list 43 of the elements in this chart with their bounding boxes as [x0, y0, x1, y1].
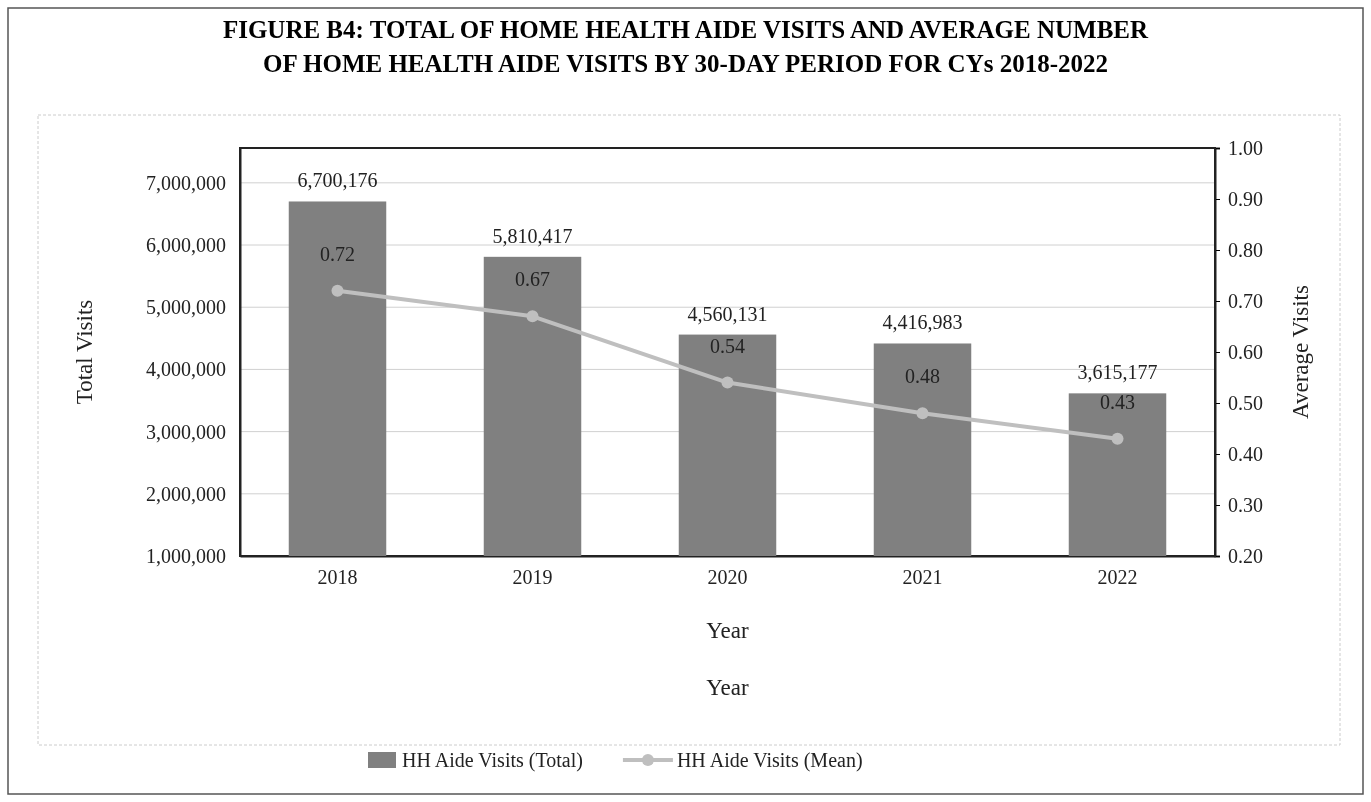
data-label: 0.43	[1100, 390, 1135, 413]
point	[916, 407, 929, 420]
y-tick-label: 3,000,000	[146, 420, 226, 443]
y2-tick-label: 0.20	[1228, 544, 1263, 567]
data-label: 4,416,983	[882, 311, 963, 334]
legend-label: HH Aide Visits (Mean)	[676, 749, 863, 772]
y2-tick-label: 0.60	[1228, 340, 1263, 363]
x-tick-label: 2022	[1097, 566, 1138, 589]
legend-label: HH Aide Visits (Total)	[402, 749, 583, 772]
y2-tick-label: 0.40	[1228, 442, 1263, 465]
y-tick-label: 5,000,000	[146, 296, 226, 319]
x-tick-label: 2019	[512, 566, 553, 589]
data-label: 0.54	[710, 334, 745, 357]
y2-tick-label: 0.50	[1228, 391, 1263, 414]
y2-tick-label: 0.30	[1228, 493, 1263, 516]
point	[526, 310, 539, 323]
data-label: 0.67	[515, 268, 550, 291]
data-label: 0.48	[905, 365, 940, 388]
y2-axis-title: Average Visits	[1288, 285, 1313, 419]
data-label: 3,615,177	[1077, 361, 1158, 384]
y-tick-label: 7,000,000	[146, 171, 226, 194]
data-label: 6,700,176	[297, 169, 378, 192]
y-tick-label: 4,000,000	[146, 358, 226, 381]
y-tick-label: 2,000,000	[146, 482, 226, 505]
y2-tick-label: 0.90	[1228, 187, 1263, 210]
text: Year	[706, 675, 750, 700]
y2-tick-label: 0.70	[1228, 289, 1263, 312]
x-axis-title: Year	[706, 618, 750, 643]
x-tick-label: 2021	[902, 566, 943, 589]
y2-tick-label: 1.00	[1228, 136, 1263, 159]
chart-title: FIGURE B4: TOTAL OF HOME HEALTH AIDE VISITS AND AVERAGE NUMBER OF HOME HEALTH AIDE VISITS BY 30-DAY PERIOD FOR CYs 2018-2022	[222, 16, 1150, 77]
x-tick-label: 2018	[317, 566, 358, 589]
data-label: 4,560,131	[687, 302, 768, 325]
point	[721, 376, 734, 389]
y2-tick-label: 0.80	[1228, 238, 1263, 261]
data-label: 5,810,417	[492, 224, 573, 247]
x-tick-label: 2020	[707, 566, 748, 589]
point	[1111, 432, 1124, 445]
y-tick-label: 1,000,000	[146, 544, 226, 567]
y-tick-label: 6,000,000	[146, 233, 226, 256]
data-label: 0.72	[320, 242, 355, 265]
point	[331, 284, 344, 297]
y-axis-title: Total Visits	[72, 299, 97, 405]
